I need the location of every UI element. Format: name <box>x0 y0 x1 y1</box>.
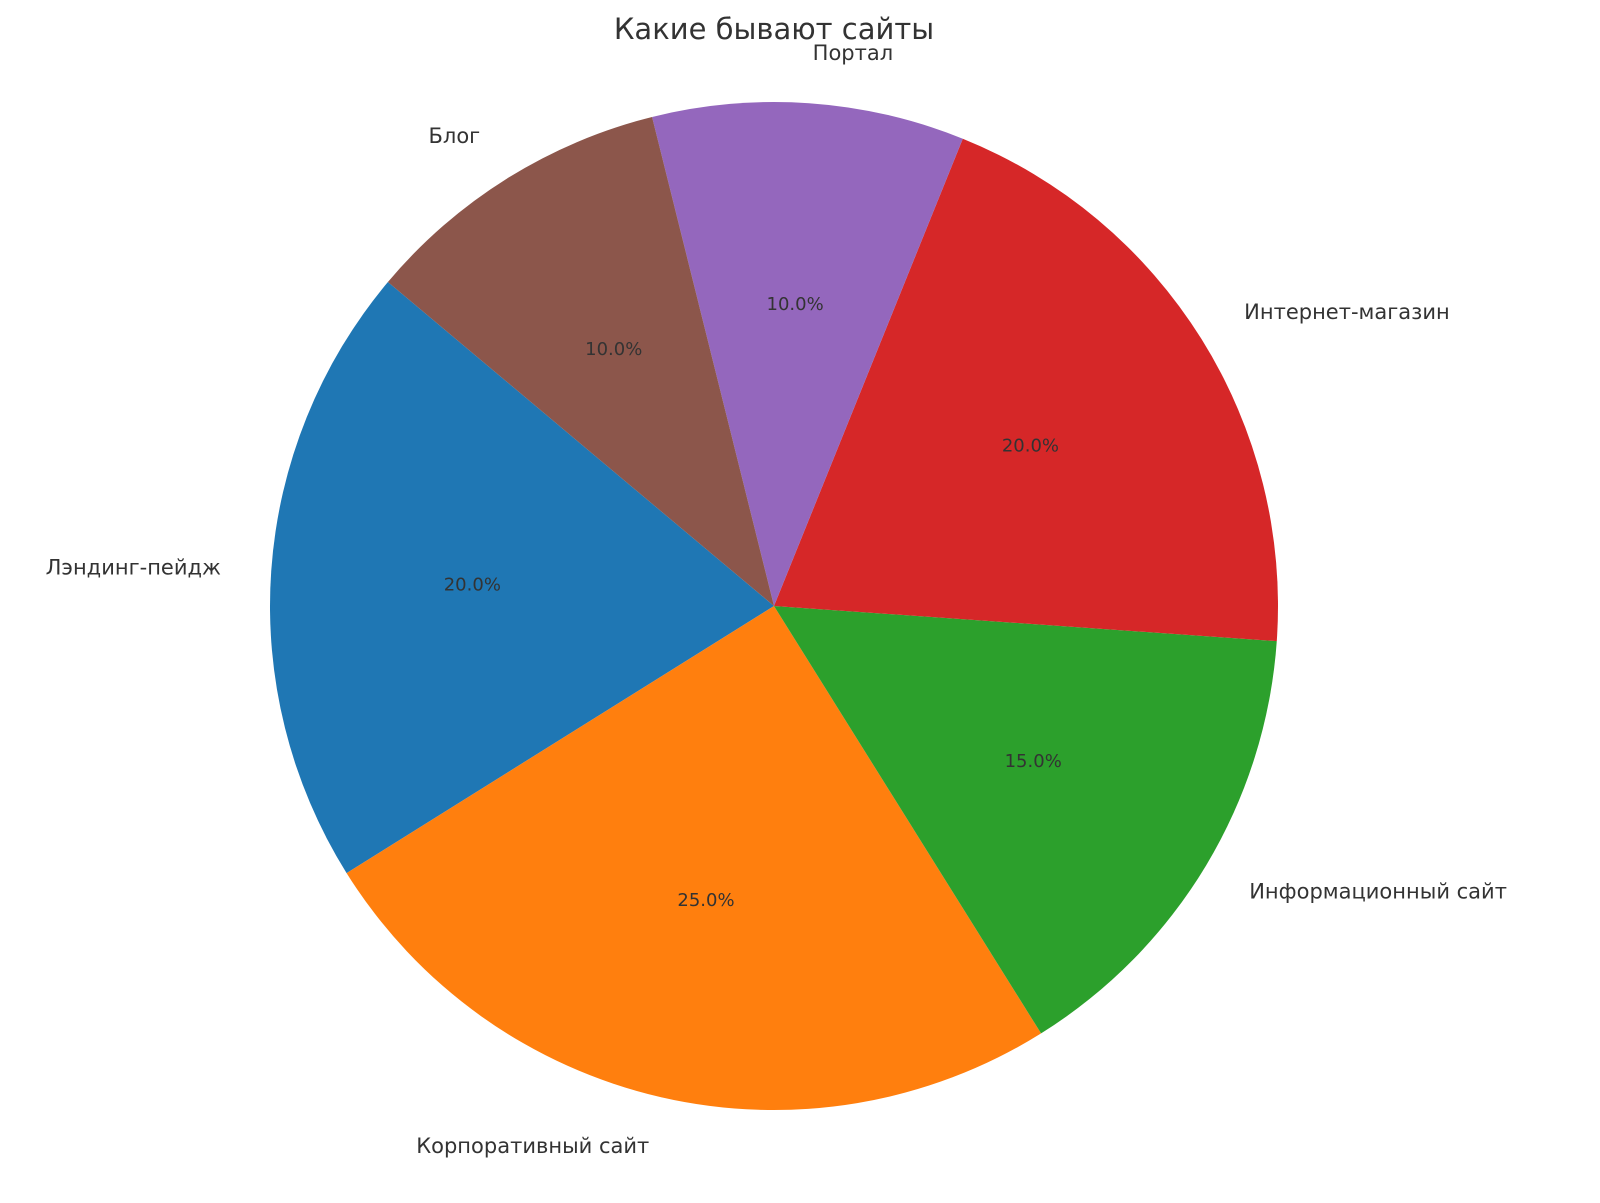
slice-percent-label: 10.0% <box>585 339 642 360</box>
pie-slice <box>387 116 774 607</box>
pie-slice <box>652 102 963 606</box>
slice-label: Интернет-магазин <box>1244 300 1450 324</box>
slice-label: Лэндинг-пейдж <box>46 555 221 579</box>
chart-title: Какие бывают сайты <box>614 12 934 46</box>
slice-percent-label: 25.0% <box>677 890 734 911</box>
slice-label: Блог <box>428 124 480 148</box>
pie-slice <box>270 282 774 874</box>
pie-slice <box>774 138 1279 642</box>
slice-label: Корпоративный сайт <box>416 1134 649 1158</box>
slice-percent-label: 10.0% <box>767 294 824 315</box>
slice-percent-label: 20.0% <box>1002 435 1059 456</box>
pie-slice <box>774 606 1277 1034</box>
slice-percent-label: 15.0% <box>1005 751 1062 772</box>
slice-percent-label: 20.0% <box>444 574 501 595</box>
slice-label: Портал <box>813 41 894 65</box>
slice-label: Информационный сайт <box>1249 880 1507 904</box>
pie-slice <box>346 606 1042 1110</box>
